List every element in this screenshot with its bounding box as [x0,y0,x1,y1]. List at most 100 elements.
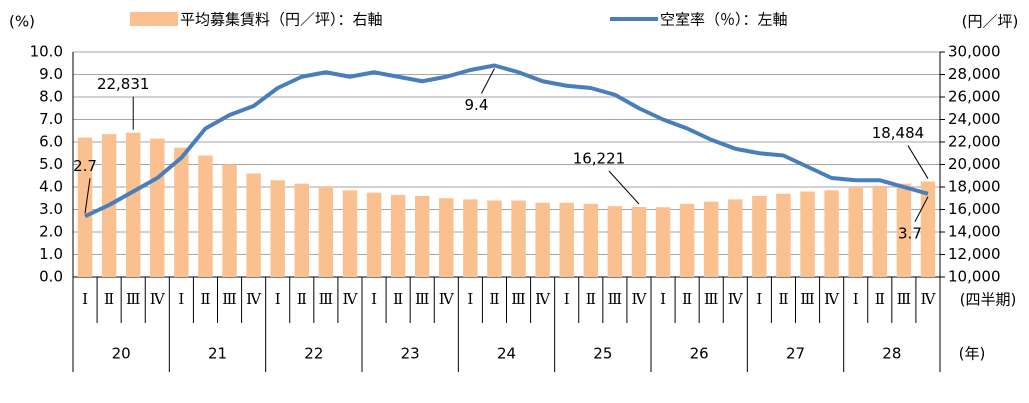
data-label: 9.4 [465,96,489,114]
x-tick-label: Ⅲ [415,290,429,308]
bar [366,192,382,277]
x-tick-label: Ⅱ [489,290,499,308]
x-tick-label: Ⅳ [920,290,936,308]
data-label: 16,221 [573,150,626,168]
y2-axis-label: (円／坪) [962,13,1019,31]
group-label: 23 [401,345,420,363]
y-tick-label: 8.0 [39,88,63,106]
x-tick-label: Ⅲ [704,290,718,308]
bar [198,155,213,277]
x-tick-label: Ⅳ [342,290,358,308]
x-tick-label: Ⅱ [682,290,692,308]
y2-tick-label: 30,000 [948,43,1001,61]
group-label: 28 [882,345,901,363]
bar [824,190,839,277]
y-axis-label: (%) [9,13,35,31]
bar [150,138,165,277]
y2-tick-label: 28,000 [948,65,1001,83]
x-tick-label: Ⅱ [104,290,114,308]
bar [655,207,671,277]
x-tick-label: Ⅲ [319,290,333,308]
bar [414,196,430,277]
bar [125,132,141,277]
bar [703,201,719,277]
x-tick-label: Ⅳ [535,290,551,308]
y2-tick-label: 20,000 [948,155,1001,173]
x-tick-label: Ⅱ [297,290,307,308]
bar [728,199,743,277]
bar [535,202,550,277]
data-label: 22,831 [97,75,150,93]
y-tick-label: 3.0 [39,200,63,218]
bar [800,191,815,277]
bar [511,200,526,277]
x-tick-label: Ⅲ [126,290,140,308]
y2-tick-label: 10,000 [948,268,1001,286]
x-tick-label: Ⅰ [178,290,184,308]
y2-tick-label: 22,000 [948,133,1001,151]
y-tick-label: 5.0 [39,155,63,173]
bar [174,147,189,277]
x-tick-label: Ⅰ [82,290,88,308]
group-label: 20 [112,345,131,363]
y2-tick-label: 24,000 [948,110,1001,128]
bar [463,199,478,277]
x-tick-label: Ⅰ [853,290,859,308]
data-label: 3.7 [898,224,922,242]
x-tick-label: Ⅰ [660,290,666,308]
bar [631,207,647,277]
line [84,63,929,219]
x-axis-label: (四半期) [960,291,1017,309]
x-tick-label: Ⅱ [393,290,403,308]
group-label: 26 [690,345,709,363]
x-tick-label: Ⅳ [439,290,455,308]
group-label: 27 [786,345,805,363]
y-tick-label: 7.0 [39,110,63,128]
x-tick-label: Ⅲ [897,290,911,308]
y-tick-label: 1.0 [39,245,63,263]
bar [679,203,695,277]
bar [776,193,791,277]
bar [77,137,93,277]
y-tick-label: 9.0 [39,65,63,83]
bar [294,183,310,277]
x-tick-label: Ⅲ [608,290,622,308]
bar [559,202,574,277]
bar [342,190,358,277]
legend-swatch [130,12,178,26]
x-tick-label: Ⅱ [875,290,885,308]
y2-tick-label: 26,000 [948,88,1001,106]
bar [872,185,888,277]
x-tick-label: Ⅳ [150,290,166,308]
bar [246,173,261,277]
bar [848,187,863,277]
y2-tick-label: 12,000 [948,245,1001,263]
x-tick-label: Ⅲ [800,290,814,308]
group-label: 25 [593,345,612,363]
legend-label: 空室率（％）：左軸 [660,11,788,29]
leader-line [914,196,929,222]
y2-tick-label: 14,000 [948,223,1001,241]
x-tick-label: Ⅰ [564,290,570,308]
bar [487,200,502,277]
bar [583,203,599,277]
y-tick-label: 2.0 [39,223,63,241]
bar [390,194,406,277]
group-label: 24 [497,345,516,363]
x-tick-label: Ⅳ [728,290,744,308]
group-label: 22 [304,345,323,363]
bar [920,181,936,277]
x-tick-label: Ⅰ [467,290,473,308]
x-tick-label: Ⅰ [371,290,377,308]
y-tick-label: 4.0 [39,178,63,196]
group-axis-label: (年) [959,345,986,363]
y2-tick-label: 18,000 [948,178,1001,196]
bar [270,180,285,277]
legend-label: 平均募集賃料（円／坪）：右軸 [180,11,383,29]
data-label: 2.7 [73,157,97,175]
x-tick-label: Ⅰ [756,290,762,308]
x-tick-label: Ⅱ [200,290,210,308]
x-tick-label: Ⅳ [824,290,840,308]
bar [318,187,334,277]
